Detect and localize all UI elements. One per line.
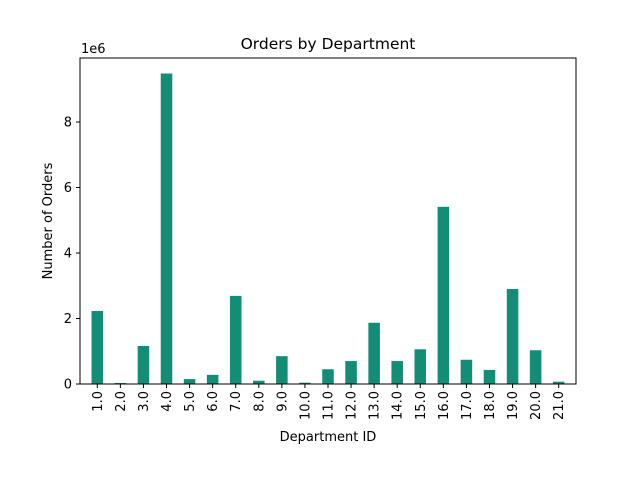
bar-dept-11.0 xyxy=(322,369,334,384)
bar-dept-3.0 xyxy=(137,346,150,384)
bar-dept-14.0 xyxy=(391,361,403,384)
x-tick-label: 9.0 xyxy=(275,391,290,412)
x-tick-label: 19.0 xyxy=(506,391,521,420)
bar-dept-12.0 xyxy=(345,361,357,384)
bar-dept-16.0 xyxy=(437,206,450,384)
bar-dept-20.0 xyxy=(529,350,542,384)
bar-dept-13.0 xyxy=(368,322,380,384)
y-tick-label: 8 xyxy=(64,115,72,130)
x-tick-label: 15.0 xyxy=(414,391,429,420)
x-tick-label: 20.0 xyxy=(529,391,544,420)
bar-dept-6.0 xyxy=(206,374,219,384)
x-tick-label: 17.0 xyxy=(460,391,475,420)
bar-dept-21.0 xyxy=(552,381,565,384)
x-axis-title: Department ID xyxy=(280,430,377,445)
bar-dept-4.0 xyxy=(160,73,173,385)
x-tick-label: 5.0 xyxy=(183,391,198,412)
bar-dept-1.0 xyxy=(91,310,104,384)
x-tick-label: 2.0 xyxy=(114,391,129,412)
x-tick-label: 21.0 xyxy=(552,391,567,420)
x-tick-label: 16.0 xyxy=(437,391,452,420)
y-tick-label: 0 xyxy=(64,378,72,393)
bar-dept-5.0 xyxy=(183,379,196,384)
y-tick-label: 6 xyxy=(64,181,72,196)
x-tick-label: 7.0 xyxy=(229,391,244,412)
bar-dept-9.0 xyxy=(276,356,288,384)
x-tick-label: 8.0 xyxy=(252,391,267,412)
y-tick-label: 4 xyxy=(64,246,72,261)
x-tick-label: 1.0 xyxy=(91,391,106,412)
bar-dept-19.0 xyxy=(506,289,519,384)
y-tick-label: 2 xyxy=(64,312,72,327)
x-tick-label: 3.0 xyxy=(137,391,152,412)
bar-dept-10.0 xyxy=(299,382,311,384)
x-tick-label: 10.0 xyxy=(298,391,313,420)
bar-dept-18.0 xyxy=(483,369,496,384)
plot-frame xyxy=(79,57,577,385)
x-tick-label: 4.0 xyxy=(160,391,175,412)
bar-dept-15.0 xyxy=(414,349,427,384)
x-tick-label: 12.0 xyxy=(345,391,360,420)
bar-dept-7.0 xyxy=(229,295,242,384)
y-axis-title: Number of Orders xyxy=(41,162,56,279)
x-tick-label: 6.0 xyxy=(206,391,221,412)
x-tick-label: 18.0 xyxy=(483,391,498,420)
bar-dept-8.0 xyxy=(253,380,265,384)
x-tick-label: 13.0 xyxy=(368,391,383,420)
x-tick-label: 14.0 xyxy=(391,391,406,420)
y-offset-label: 1e6 xyxy=(81,42,106,57)
chart-title: Orders by Department xyxy=(241,35,416,53)
x-tick-label: 11.0 xyxy=(322,391,337,420)
bar-dept-17.0 xyxy=(460,359,473,384)
